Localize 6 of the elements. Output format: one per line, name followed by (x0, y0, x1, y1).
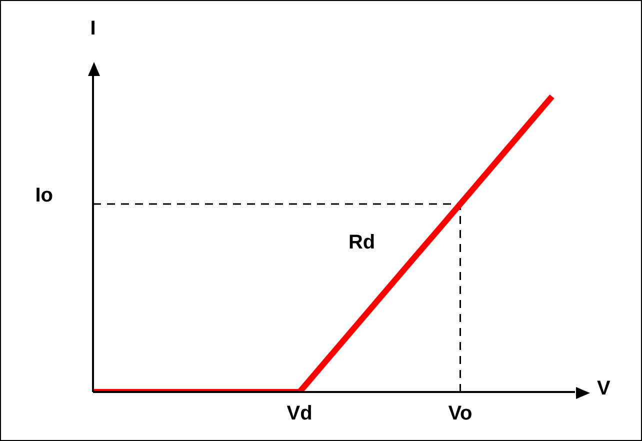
x-tick-label: Vd (286, 402, 312, 425)
ref-line-label: Io (35, 184, 53, 207)
y-axis-title: I (90, 18, 96, 40)
annotation: Rd (348, 232, 376, 254)
x-axis-title: V (597, 378, 611, 400)
x-tick-label: Vo (448, 402, 472, 425)
